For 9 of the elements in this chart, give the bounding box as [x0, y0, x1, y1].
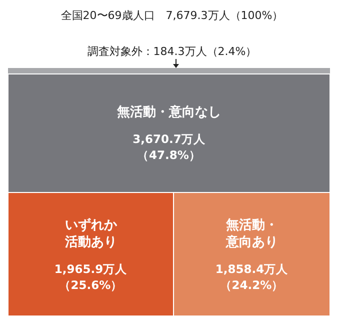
category-label: 無活動・意向なし — [116, 104, 221, 120]
data-label: 1,858.4万人（24.2%） — [215, 262, 290, 292]
category-label: 調査対象外 — [87, 45, 142, 58]
category-label: いずれか活動あり — [64, 217, 118, 250]
data-label: 1,965.9万人（25.6%） — [54, 262, 128, 292]
data-label: ：184.3万人（2.4%） — [142, 45, 257, 58]
category-label: 無活動・意向あり — [224, 218, 278, 250]
data-label: 3,670.7万人（47.8%） — [132, 132, 206, 162]
text: 全国20〜69歳人口 7,679.3万人（100%） — [60, 9, 284, 22]
